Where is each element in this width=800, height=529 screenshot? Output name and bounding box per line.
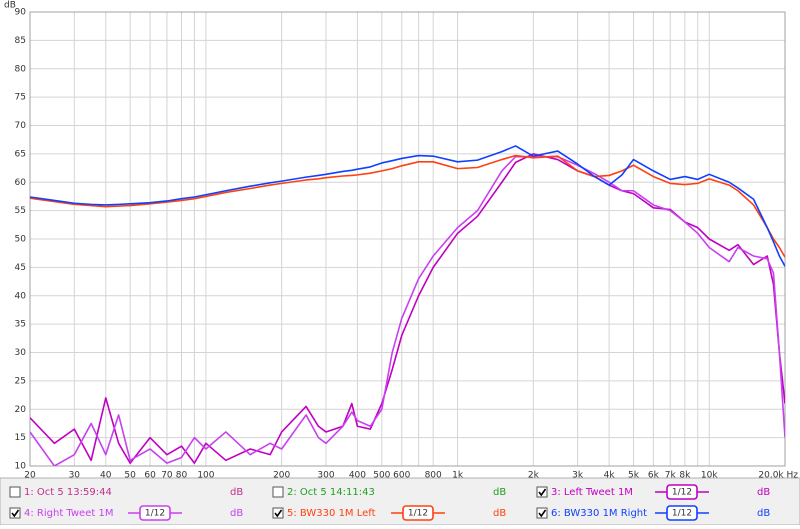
x-tick-label: 800	[425, 471, 442, 481]
x-tick-label: 6k	[648, 471, 660, 481]
legend-unit: dB	[493, 508, 506, 519]
series-line	[30, 155, 785, 466]
legend-smoothing-box[interactable]	[666, 505, 698, 521]
legend-label: 3: Left Tweet 1M	[551, 487, 633, 498]
x-tick-label: 50	[124, 471, 136, 481]
legend-entry: 3: Left Tweet 1M 1/12 dB	[536, 484, 770, 500]
x-tick-label: 20	[24, 471, 36, 481]
legend-checkbox[interactable]	[536, 507, 548, 519]
x-tick-label: 80	[176, 471, 188, 481]
y-tick-label: 25	[15, 376, 26, 386]
series-line	[30, 153, 785, 464]
x-tick-label: 4k	[604, 471, 616, 481]
x-tick-label: 5k	[628, 471, 640, 481]
legend-checkbox[interactable]	[9, 486, 21, 498]
legend-unit: dB	[230, 487, 243, 498]
y-tick-label: 30	[15, 348, 27, 358]
legend-smoothing-box[interactable]	[666, 484, 698, 500]
y-tick-label: 65	[15, 149, 26, 159]
legend-label: 4: Right Tweet 1M	[24, 508, 113, 519]
x-tick-label: 60	[144, 471, 156, 481]
x-tick-label: 40	[100, 471, 112, 481]
legend-checkbox[interactable]	[9, 507, 21, 519]
y-tick-label: 45	[15, 263, 26, 273]
x-tick-label: 70	[161, 471, 173, 481]
plot-border	[29, 11, 786, 467]
legend-smoothing-box[interactable]	[402, 505, 434, 521]
legend-smoothing: 1/12	[145, 509, 165, 519]
y-tick-label: 90	[15, 8, 27, 18]
series-line-group	[30, 153, 785, 464]
y-tick-label: 85	[15, 36, 26, 46]
y-tick-label: 35	[15, 320, 26, 330]
series-line-group	[30, 155, 785, 466]
legend-checkbox[interactable]	[536, 486, 548, 498]
legend-smoothing-box[interactable]	[139, 505, 171, 521]
x-tick-label: 300	[317, 471, 334, 481]
legend-label: 6: BW330 1M Right	[551, 508, 647, 519]
legend-check	[538, 488, 547, 497]
y-tick-label: 80	[15, 64, 27, 74]
y-tick-label: 70	[15, 121, 27, 131]
x-tick-label: 30	[69, 471, 81, 481]
legend-entry: 2: Oct 5 14:11:43 dB	[272, 486, 506, 498]
x-tick-label: 200	[273, 471, 290, 481]
y-tick-label: 55	[15, 206, 26, 216]
y-tick-label: 15	[15, 433, 26, 443]
x-tick-label: 400	[349, 471, 366, 481]
x-tick-label: 8k	[679, 471, 691, 481]
legend-unit: dB	[493, 487, 506, 498]
x-tick-label: 500	[373, 471, 390, 481]
legend-smoothing: 1/12	[672, 509, 692, 519]
y-tick-label: 75	[15, 93, 26, 103]
x-tick-label: 20.0k Hz	[758, 471, 798, 481]
y-tick-label: 40	[15, 291, 27, 301]
legend-entry: 5: BW330 1M Left 1/12 dB	[272, 505, 506, 521]
legend-smoothing: 1/12	[408, 509, 428, 519]
legend-label: 2: Oct 5 14:11:43	[287, 487, 375, 498]
legend-unit: dB	[757, 487, 770, 498]
y-tick-label: 50	[15, 235, 27, 245]
legend-check	[538, 509, 547, 518]
x-tick-label: 2k	[528, 471, 540, 481]
legend-entry: 4: Right Tweet 1M 1/12 dB	[9, 505, 243, 521]
y-tick-label: 60	[15, 178, 27, 188]
legend-smoothing: 1/12	[672, 488, 692, 498]
x-tick-label: 7k	[665, 471, 677, 481]
x-tick-label: 3k	[572, 471, 584, 481]
legend-check	[11, 509, 20, 518]
legend-entry: 1: Oct 5 13:59:44 dB	[9, 486, 243, 498]
legend-label: 1: Oct 5 13:59:44	[24, 487, 112, 498]
x-tick-label: 100	[197, 471, 214, 481]
y-tick-label: 10	[15, 462, 27, 472]
legend-check	[274, 509, 283, 518]
y-axis-label: dB	[4, 1, 16, 11]
x-tick-label: 10k	[701, 471, 718, 481]
legend-unit: dB	[757, 508, 770, 519]
legend-label: 5: BW330 1M Left	[287, 508, 376, 519]
legend-unit: dB	[230, 508, 243, 519]
legend-checkbox[interactable]	[272, 507, 284, 519]
series-line-group	[30, 145, 785, 267]
y-tick-label: 20	[15, 405, 27, 415]
x-tick-label: 1k	[452, 471, 464, 481]
x-tick-label: 600	[393, 471, 410, 481]
legend-entry: 6: BW330 1M Right 1/12 dB	[536, 505, 770, 521]
legend-checkbox[interactable]	[272, 486, 284, 498]
series-line	[30, 154, 785, 258]
series-line	[30, 145, 785, 267]
series-line-group	[30, 154, 785, 258]
